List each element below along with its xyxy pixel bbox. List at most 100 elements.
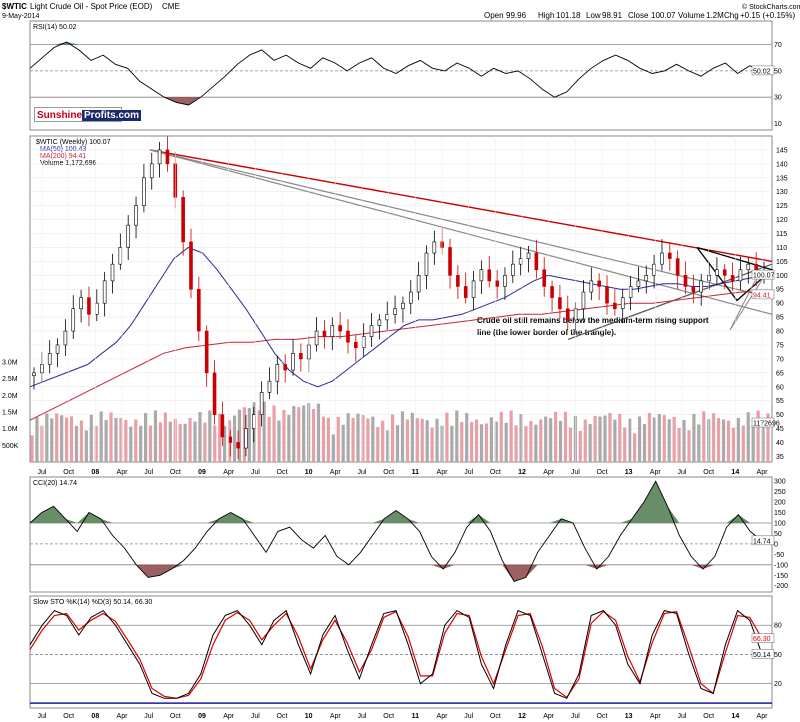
volume-bar (697, 424, 701, 462)
price-x-tick-21: Oct (597, 469, 608, 476)
stoch-x-tick-26: 14 (731, 713, 739, 720)
price-candle-body (228, 436, 233, 443)
declining-trend-line-2 (149, 149, 773, 299)
price-candle-body (620, 297, 625, 310)
ma200-last-value-box (751, 289, 775, 300)
price-tick-120: 120 (776, 217, 788, 224)
stoch-x-tick-10: 10 (305, 713, 313, 720)
volume-bar (134, 419, 138, 462)
price-candle-body (401, 302, 405, 310)
price-candle-body (87, 297, 91, 315)
volume-bar (657, 413, 661, 462)
volume-bar (188, 418, 192, 462)
price-candle-body (565, 308, 570, 321)
price-candle-body (518, 258, 523, 265)
volume-bar (163, 412, 167, 462)
volume-bar (623, 427, 627, 462)
stoch-x-tick-27: Apr (757, 713, 769, 720)
volume-bar (534, 424, 538, 462)
price-x-tick-27: Apr (757, 469, 769, 476)
stoch-x-tick-3: Apr (117, 713, 129, 720)
cci-title: CCI(20) 14.74 (33, 480, 77, 487)
price-title: $WTIC (Weekly) 100.07 (36, 139, 111, 146)
price-tick-140: 140 (776, 161, 788, 168)
volume-bar (489, 417, 493, 462)
price-x-tick-18: 12 (518, 469, 526, 476)
price-candle-body (613, 302, 617, 310)
price-x-tick-23: Apr (650, 469, 662, 476)
cci-last-value: 14.74 (753, 538, 771, 545)
stoch-x-tick-4: Jul (144, 713, 153, 720)
volume-bar (425, 420, 429, 462)
price-tick-135: 135 (776, 175, 788, 182)
cci-tick-300: 300 (774, 479, 786, 486)
price-candle-body (393, 308, 397, 315)
price-candle-body (236, 442, 240, 449)
volume-bar (652, 417, 656, 462)
volume-bar (568, 427, 573, 462)
stoch-x-tick-20: Jul (571, 713, 580, 720)
volume-bar (277, 420, 281, 462)
chart-marks: 7050301050.02145140135130125120115110105… (2, 41, 788, 720)
price-candle-body (526, 252, 531, 259)
stoch-x-tick-22: 13 (625, 713, 633, 720)
price-x-tick-3: Apr (117, 469, 129, 476)
volume-bar (633, 433, 637, 462)
stoch-d-line (29, 610, 763, 699)
price-candle-body (79, 297, 83, 310)
price-candle-body (32, 372, 36, 376)
price-x-tick-10: 10 (305, 469, 313, 476)
price-x-tick-12: Jul (358, 469, 367, 476)
volume-bar (84, 430, 88, 462)
volume-bar (213, 425, 217, 462)
volume-bar (158, 422, 163, 462)
price-candle-body (424, 252, 429, 276)
volume-bar (50, 418, 54, 462)
price-candle-body (668, 252, 672, 259)
volume-bar (208, 410, 212, 462)
rsi-tick-70: 70 (774, 42, 782, 49)
price-tick-115: 115 (776, 231, 787, 238)
chart-description: Light Crude Oil - Spot Price (EOD) (30, 2, 153, 11)
volume-bar (282, 410, 286, 462)
price-tick-125: 125 (776, 203, 788, 210)
volume-bar (470, 421, 474, 462)
volume-bar (558, 420, 563, 462)
volume-bar (410, 412, 414, 462)
volume-bar (302, 405, 306, 462)
price-tick-40: 40 (776, 440, 784, 447)
price-candle-body (63, 330, 68, 346)
rsi-oversold-fill (30, 97, 762, 105)
price-candle-body (495, 280, 499, 287)
volume-bar (267, 416, 271, 462)
volume-bar (450, 425, 454, 462)
resistance-line-red (149, 149, 773, 263)
price-tick-70: 70 (776, 356, 784, 363)
cci-tick-50: 50 (774, 531, 782, 538)
annotation-line-2: line (the lower border of the trangle). (477, 328, 616, 337)
volume-bar (544, 416, 548, 462)
rsi-line (29, 41, 763, 106)
volume-bar (637, 416, 642, 462)
stoch-x-tick-12: Jul (358, 713, 367, 720)
volume-bar (346, 413, 350, 462)
price-candle-body (165, 149, 170, 165)
price-candle-body (408, 291, 413, 304)
volume-bar (712, 413, 716, 462)
price-last-value-box (751, 269, 775, 280)
volume-bar (702, 411, 706, 462)
volume-bar (563, 411, 568, 462)
price-candle-body (715, 269, 719, 276)
price-tick-145: 145 (776, 147, 788, 154)
price-candle-body (118, 247, 123, 265)
price-x-tick-7: Apr (223, 469, 235, 476)
volume-bar (514, 425, 518, 462)
stoch-d-last-value-box (751, 633, 775, 643)
price-tick-110: 110 (776, 245, 787, 252)
volume-tick-0: 3.0M (2, 360, 18, 367)
cci-tick-0: 0 (774, 541, 778, 548)
cci-overbought-fill (30, 481, 762, 523)
volume-bar (109, 412, 113, 462)
price-candle-body (589, 280, 594, 293)
